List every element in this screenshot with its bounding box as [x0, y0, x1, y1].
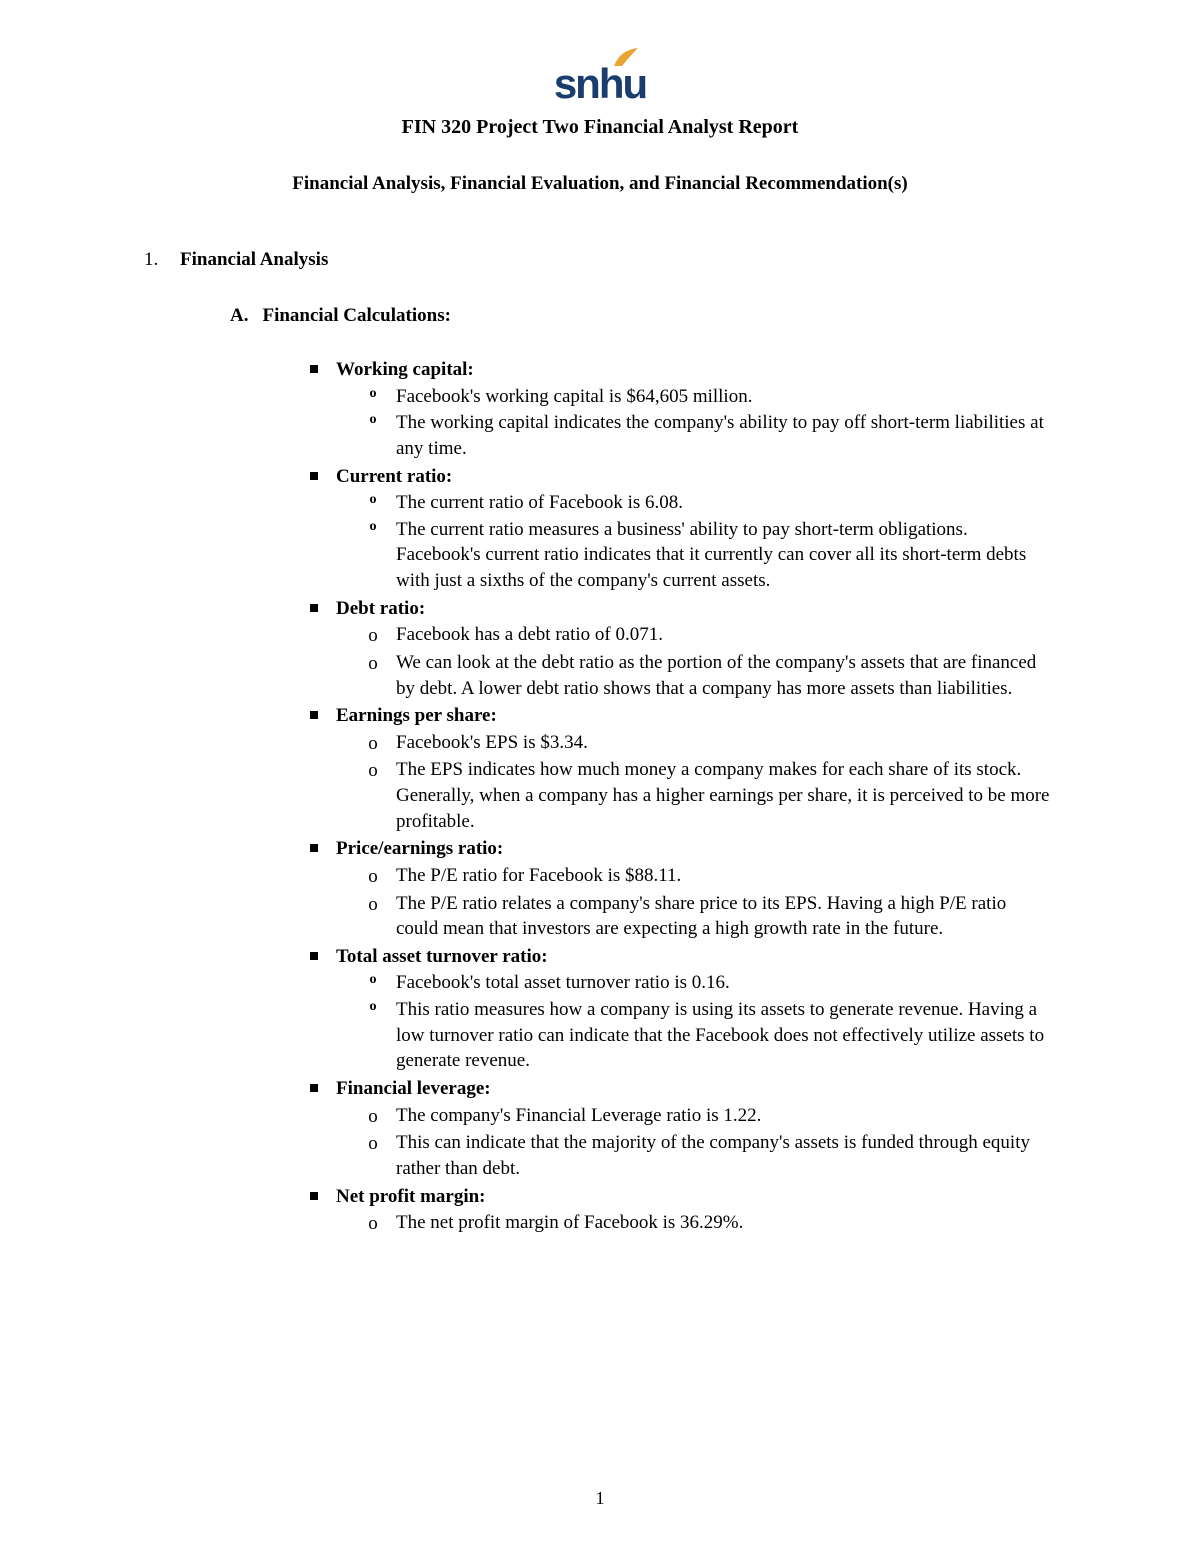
subpoint-row: o Facebook has a debt ratio of 0.071.: [366, 622, 1060, 649]
item-header-row: Debt ratio:: [310, 596, 1060, 623]
calculation-item: Earnings per share:oFacebook's EPS is $3…: [310, 703, 1060, 834]
square-bullet-icon: [310, 711, 318, 719]
subsection-heading: Financial Calculations:: [262, 305, 450, 326]
item-title: Financial leverage:: [336, 1076, 491, 1103]
subpoint-text: The current ratio of Facebook is 6.08.: [396, 490, 1060, 516]
calculation-item: Debt ratio:oFacebook has a debt ratio of…: [310, 596, 1060, 702]
calculations-list: Working capital:oFacebook's working capi…: [310, 357, 1060, 1237]
subpoint-row: o We can look at the debt ratio as the po…: [366, 650, 1060, 701]
snhu-logo: snhu: [554, 60, 646, 108]
circle-bullet-icon: o: [366, 998, 380, 1017]
subpoint-row: o The P/E ratio relates a company's share…: [366, 891, 1060, 942]
subpoint-row: o This ratio measures how a company is us…: [366, 997, 1060, 1074]
item-title: Total asset turnover ratio:: [336, 944, 548, 971]
square-bullet-icon: [310, 472, 318, 480]
subpoints-list: o The P/E ratio for Facebook is $88.11. oT…: [366, 863, 1060, 942]
subpoint-text: This ratio measures how a company is usi…: [396, 997, 1060, 1074]
calculation-item: Working capital:oFacebook's working capi…: [310, 357, 1060, 462]
report-title: FIN 320 Project Two Financial Analyst Re…: [140, 116, 1060, 139]
calculation-item: Total asset turnover ratio:oFacebook's t…: [310, 944, 1060, 1074]
subpoint-text: Facebook has a debt ratio of 0.071.: [396, 622, 1060, 648]
item-title: Working capital:: [336, 357, 474, 384]
subpoint-row: o The EPS indicates how much money a comp…: [366, 757, 1060, 834]
item-title: Earnings per share:: [336, 703, 497, 730]
item-title: Debt ratio:: [336, 596, 425, 623]
circle-bullet-icon: o: [366, 411, 380, 430]
subpoint-text: Facebook's EPS is $3.34.: [396, 730, 1060, 756]
calculation-item: Current ratio:oThe current ratio of Face…: [310, 464, 1060, 594]
logo-container: snhu: [140, 60, 1060, 108]
item-title: Price/earnings ratio:: [336, 836, 503, 863]
subpoint-text: Facebook's total asset turnover ratio is…: [396, 970, 1060, 996]
item-header-row: Current ratio:: [310, 464, 1060, 491]
subpoint-text: The EPS indicates how much money a compa…: [396, 757, 1060, 834]
section-number: 1.: [140, 249, 180, 271]
circle-bullet-icon: o: [366, 385, 380, 404]
circle-bullet-icon: o: [366, 1131, 380, 1157]
subpoint-row: o The current ratio measures a business' …: [366, 517, 1060, 594]
item-header-row: Earnings per share:: [310, 703, 1060, 730]
subpoint-row: o Facebook's EPS is $3.34.: [366, 730, 1060, 757]
circle-bullet-icon: o: [366, 864, 380, 890]
circle-bullet-icon: o: [366, 651, 380, 677]
subpoints-list: o The company's Financial Leverage ratio …: [366, 1103, 1060, 1182]
item-title: Net profit margin:: [336, 1184, 486, 1211]
subpoint-text: The P/E ratio relates a company's share …: [396, 891, 1060, 942]
circle-bullet-icon: o: [366, 758, 380, 784]
subpoints-list: o Facebook's working capital is $64,605 m…: [366, 384, 1060, 462]
subsection-heading-row: A. Financial Calculations:: [230, 305, 1060, 327]
square-bullet-icon: [310, 844, 318, 852]
item-header-row: Total asset turnover ratio:: [310, 944, 1060, 971]
subpoint-text: Facebook's working capital is $64,605 mi…: [396, 384, 1060, 410]
subpoints-list: o Facebook's EPS is $3.34. o The EPS indica…: [366, 730, 1060, 835]
square-bullet-icon: [310, 952, 318, 960]
circle-bullet-icon: o: [366, 491, 380, 510]
subpoint-row: o The company's Financial Leverage ratio …: [366, 1103, 1060, 1130]
subpoint-text: We can look at the debt ratio as the por…: [396, 650, 1060, 701]
subpoint-text: The net profit margin of Facebook is 36.…: [396, 1210, 1060, 1236]
subpoint-row: o This can indicate that the majority of …: [366, 1130, 1060, 1181]
calculation-item: Net profit margin:o The net profit margin…: [310, 1184, 1060, 1237]
report-subtitle: Financial Analysis, Financial Evaluation…: [140, 173, 1060, 195]
subpoint-text: The working capital indicates the compan…: [396, 410, 1060, 461]
calculation-item: Financial leverage:oThe company's Financ…: [310, 1076, 1060, 1182]
square-bullet-icon: [310, 604, 318, 612]
subpoints-list: o Facebook has a debt ratio of 0.071. o We …: [366, 622, 1060, 701]
subpoints-list: o The net profit margin of Facebook is 36…: [366, 1210, 1060, 1237]
section-heading-row: 1. Financial Analysis: [140, 249, 1060, 271]
item-header-row: Net profit margin:: [310, 1184, 1060, 1211]
circle-bullet-icon: o: [366, 892, 380, 918]
square-bullet-icon: [310, 1084, 318, 1092]
square-bullet-icon: [310, 1192, 318, 1200]
subpoint-text: The company's Financial Leverage ratio i…: [396, 1103, 1060, 1129]
item-title: Current ratio:: [336, 464, 452, 491]
subpoint-row: o The net profit margin of Facebook is 36…: [366, 1210, 1060, 1237]
circle-bullet-icon: o: [366, 623, 380, 649]
calculation-item: Price/earnings ratio:oThe P/E ratio for …: [310, 836, 1060, 942]
subpoint-text: This can indicate that the majority of t…: [396, 1130, 1060, 1181]
circle-bullet-icon: o: [366, 1211, 380, 1237]
subpoints-list: oThe current ratio of Facebook is 6.08.o…: [366, 490, 1060, 594]
circle-bullet-icon: o: [366, 971, 380, 990]
subpoint-row: o Facebook's total asset turnover ratio i…: [366, 970, 1060, 996]
subpoint-row: o The working capital indicates the compa…: [366, 410, 1060, 461]
subsection-label: A.: [230, 305, 248, 326]
item-header-row: Working capital:: [310, 357, 1060, 384]
flame-icon: [612, 46, 640, 68]
item-header-row: Financial leverage:: [310, 1076, 1060, 1103]
square-bullet-icon: [310, 365, 318, 373]
subpoint-row: o The current ratio of Facebook is 6.08.: [366, 490, 1060, 516]
subpoint-text: The current ratio measures a business' a…: [396, 517, 1060, 594]
circle-bullet-icon: o: [366, 1104, 380, 1130]
subpoint-text: The P/E ratio for Facebook is $88.11.: [396, 863, 1060, 889]
circle-bullet-icon: o: [366, 731, 380, 757]
item-header-row: Price/earnings ratio:: [310, 836, 1060, 863]
circle-bullet-icon: o: [366, 518, 380, 537]
subpoint-row: o The P/E ratio for Facebook is $88.11.: [366, 863, 1060, 890]
subpoint-row: o Facebook's working capital is $64,605 m…: [366, 384, 1060, 410]
section-heading: Financial Analysis: [180, 249, 328, 271]
page-number: 1: [0, 1488, 1200, 1509]
subpoints-list: o Facebook's total asset turnover ratio i…: [366, 970, 1060, 1074]
